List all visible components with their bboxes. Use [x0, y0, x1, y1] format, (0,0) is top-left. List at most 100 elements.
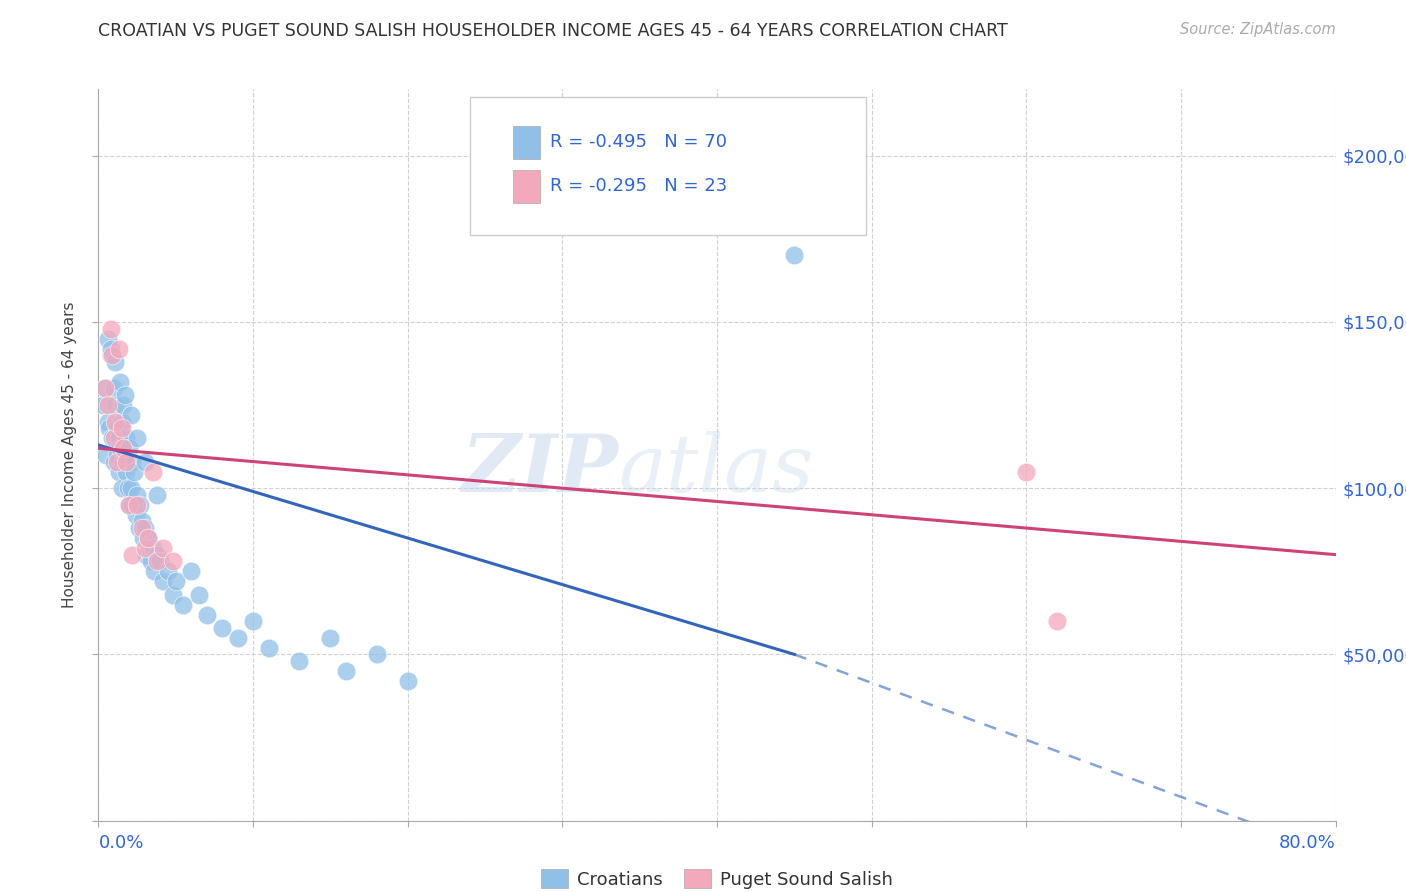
Point [146, 554, 169, 568]
Point [111, 415, 134, 429]
Point [105, 454, 128, 468]
Point [107, 342, 129, 356]
Point [121, 548, 143, 562]
Point [93, 381, 115, 395]
Point [128, 521, 150, 535]
Point [134, 521, 156, 535]
Point [134, 541, 156, 555]
Point [108, 375, 131, 389]
Point [93, 381, 115, 395]
Point [112, 454, 135, 468]
Point [104, 398, 127, 412]
Point [335, 664, 357, 678]
Point [104, 415, 127, 429]
Point [142, 541, 165, 555]
Point [112, 398, 135, 412]
Point [132, 531, 155, 545]
Point [118, 442, 141, 456]
Point [134, 454, 156, 468]
Point [257, 640, 280, 655]
Point [122, 465, 145, 479]
Point [103, 454, 125, 468]
Point [143, 564, 166, 578]
Bar [513, 126, 540, 159]
Text: R = -0.295   N = 23: R = -0.295 N = 23 [550, 177, 727, 194]
Text: Source: ZipAtlas.com: Source: ZipAtlas.com [1180, 22, 1336, 37]
Point [396, 673, 419, 688]
Point [136, 531, 159, 545]
Point [146, 488, 169, 502]
Point [107, 431, 129, 445]
Point [104, 355, 127, 369]
Point [105, 421, 128, 435]
Point [319, 631, 342, 645]
Point [112, 442, 135, 456]
Point [121, 498, 143, 512]
Bar [513, 169, 540, 202]
Point [121, 454, 143, 468]
Point [98, 421, 121, 435]
Text: 80.0%: 80.0% [1279, 834, 1336, 852]
Point [173, 598, 195, 612]
Point [103, 381, 125, 395]
Point [136, 531, 159, 545]
Point [105, 448, 128, 462]
FancyBboxPatch shape [470, 96, 866, 235]
Point [180, 564, 202, 578]
Point [97, 332, 120, 346]
Point [120, 481, 142, 495]
Point [135, 548, 157, 562]
Point [152, 574, 174, 589]
Point [1046, 614, 1069, 628]
Point [114, 448, 136, 462]
Point [152, 541, 174, 555]
Point [103, 431, 125, 445]
Point [115, 465, 138, 479]
Point [242, 614, 264, 628]
Point [96, 448, 118, 462]
Legend: Croatians, Puget Sound Salish: Croatians, Puget Sound Salish [534, 862, 900, 892]
Point [107, 465, 129, 479]
Point [127, 488, 149, 502]
Text: CROATIAN VS PUGET SOUND SALISH HOUSEHOLDER INCOME AGES 45 - 64 YEARS CORRELATION: CROATIAN VS PUGET SOUND SALISH HOUSEHOLD… [98, 22, 1008, 40]
Point [117, 481, 139, 495]
Point [114, 388, 136, 402]
Point [149, 554, 172, 568]
Text: atlas: atlas [619, 431, 814, 508]
Point [115, 454, 138, 468]
Point [131, 521, 153, 535]
Point [211, 621, 233, 635]
Point [226, 631, 249, 645]
Point [131, 515, 153, 529]
Point [118, 498, 141, 512]
Point [101, 348, 124, 362]
Point [188, 588, 211, 602]
Point [97, 415, 120, 429]
Point [165, 574, 187, 589]
Point [120, 408, 142, 422]
Point [288, 654, 311, 668]
Point [127, 498, 149, 512]
Point [783, 248, 806, 262]
Point [115, 431, 138, 445]
Point [157, 564, 180, 578]
Point [129, 498, 152, 512]
Point [100, 321, 122, 335]
Point [124, 508, 146, 522]
Point [118, 498, 141, 512]
Point [100, 342, 122, 356]
Point [1015, 465, 1038, 479]
Text: 0.0%: 0.0% [98, 834, 143, 852]
Point [139, 554, 162, 568]
Point [100, 348, 122, 362]
Point [97, 398, 120, 412]
Point [101, 431, 124, 445]
Point [366, 648, 388, 662]
Point [111, 481, 134, 495]
Point [111, 421, 134, 435]
Point [146, 548, 169, 562]
Point [108, 442, 131, 456]
Y-axis label: Householder Income Ages 45 - 64 years: Householder Income Ages 45 - 64 years [62, 301, 77, 608]
Point [195, 607, 218, 622]
Point [162, 554, 184, 568]
